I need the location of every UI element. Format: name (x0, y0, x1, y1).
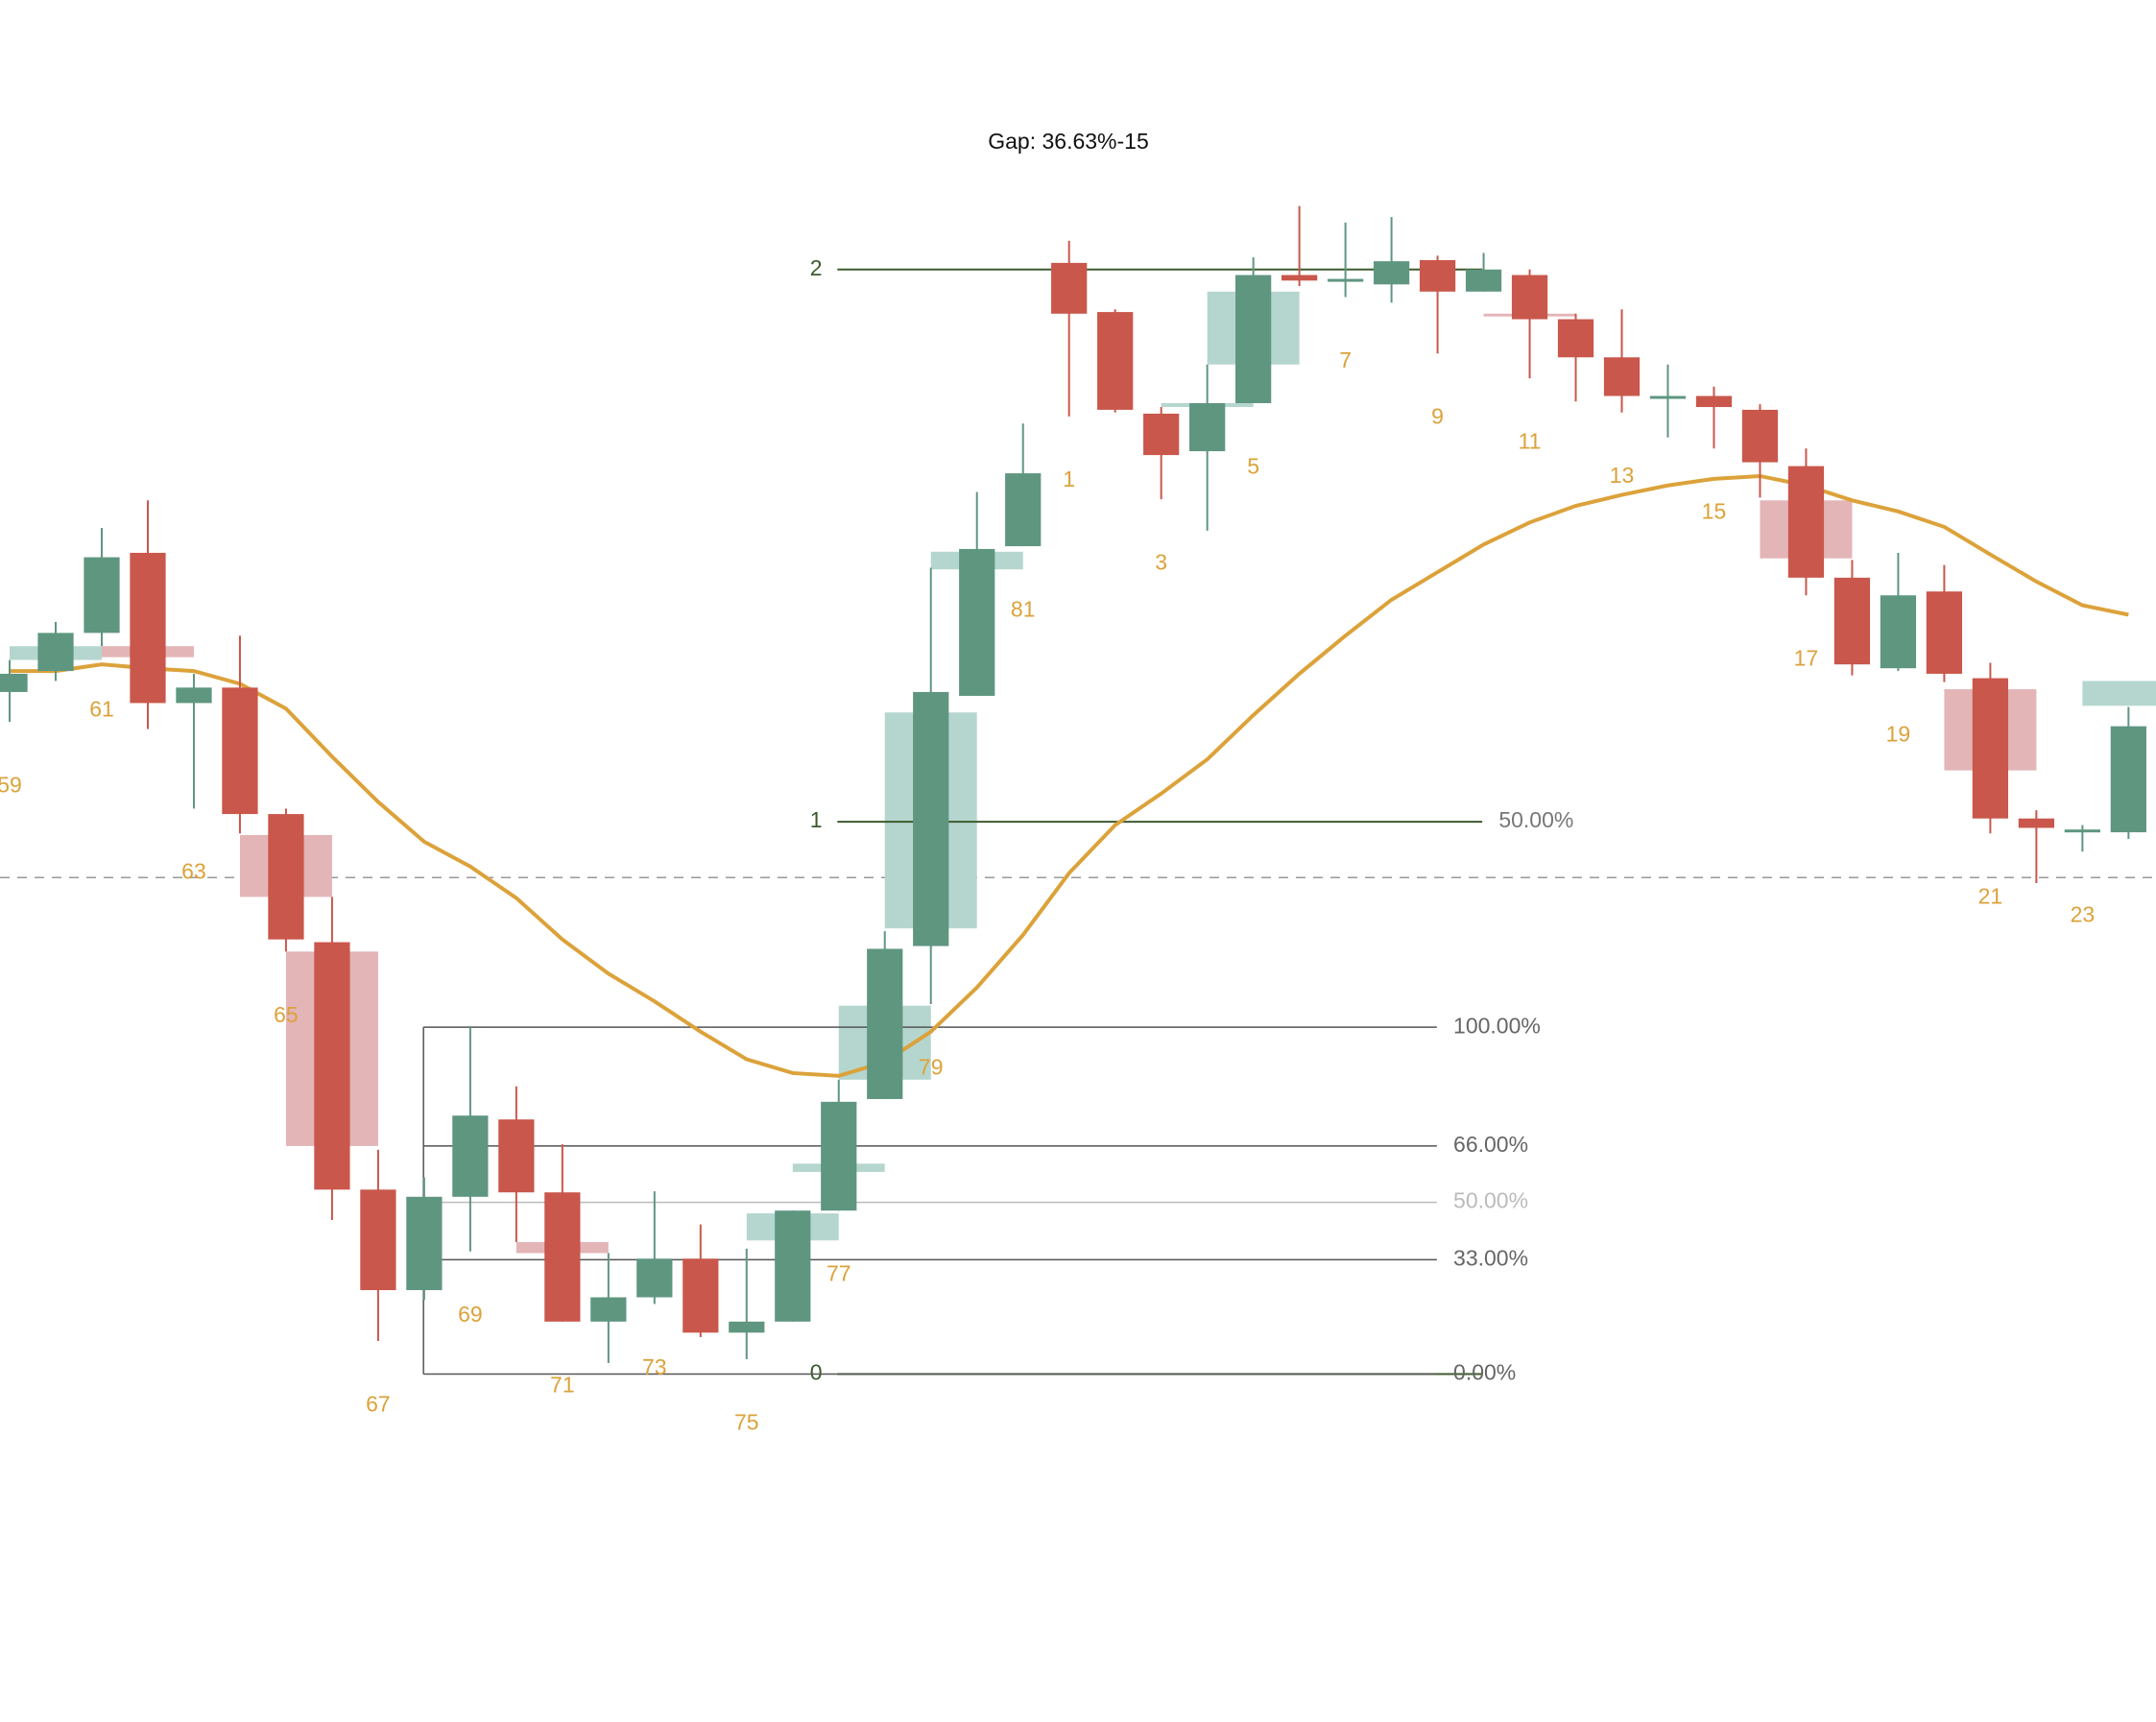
candle-body (1787, 466, 1825, 578)
candle-body (0, 673, 28, 692)
fib-label: 66.00% (1453, 1132, 1528, 1157)
candle-body (268, 814, 304, 940)
candle-body (959, 548, 995, 696)
candle-body (452, 1115, 489, 1197)
candle-body (498, 1119, 535, 1193)
candle-body (1189, 403, 1226, 452)
bar-index-label: 71 (550, 1372, 575, 1397)
candle-body (37, 633, 74, 672)
candle-body (1419, 259, 1456, 292)
fib-label: 33.00% (1453, 1245, 1528, 1270)
candle-body (590, 1297, 627, 1322)
bar-index-label: 79 (919, 1054, 944, 1079)
htf-box (2082, 681, 2156, 706)
bar-index-label: 19 (1886, 721, 1911, 746)
candle-body (683, 1258, 719, 1333)
bar-index-label: 21 (1978, 884, 2003, 909)
bar-index-label: 73 (642, 1354, 667, 1379)
candle-body (1511, 275, 1548, 320)
candle-body (1281, 275, 1318, 281)
level-label: 2 (810, 255, 823, 280)
candle-body (1833, 577, 1871, 665)
chart-title: Gap: 36.63%-15 (988, 129, 1149, 154)
candle-body (1005, 473, 1042, 547)
bar-index-label: 77 (826, 1261, 851, 1286)
candle-body (222, 687, 258, 815)
candle-body (2064, 829, 2100, 833)
bar-index-label: 23 (2071, 902, 2096, 927)
bar-index-label: 63 (181, 859, 206, 884)
bar-index-label: 17 (1794, 646, 1819, 671)
fib-label: 100.00% (1453, 1013, 1541, 1038)
bar-index-label: 81 (1011, 596, 1036, 621)
candle-body (544, 1192, 581, 1322)
candle-body (1373, 261, 1410, 285)
candle-body (1097, 312, 1134, 410)
candle-body (1926, 591, 1963, 674)
candle-body (1741, 409, 1779, 463)
range-label: 50.00% (1498, 807, 1573, 832)
candle-body (867, 948, 903, 1099)
candle-body (1327, 278, 1364, 282)
bar-index-label: 75 (734, 1409, 759, 1434)
candle-body (1649, 395, 1687, 399)
candle-body (1557, 319, 1594, 358)
moving-average (10, 473, 2129, 1078)
candle-body (2018, 818, 2055, 828)
bar-index-label: 13 (1610, 463, 1635, 488)
candle-body (84, 557, 120, 634)
bar-index-label: 3 (1155, 550, 1167, 575)
candle-body (1603, 357, 1641, 396)
level-label: 0 (810, 1360, 823, 1385)
candle-body (1880, 595, 1917, 669)
fib-label: 0.00% (1453, 1360, 1516, 1385)
candle-body (130, 552, 166, 704)
bar-index-label: 1 (1063, 466, 1075, 491)
bar-index-label: 69 (458, 1302, 483, 1327)
bar-index-label: 5 (1247, 453, 1259, 478)
candle-body (729, 1321, 765, 1333)
bar-index-label: 67 (366, 1391, 391, 1416)
bar-index-label: 7 (1339, 347, 1352, 372)
candle-body (913, 691, 949, 946)
bar-index-label: 11 (1519, 429, 1542, 454)
bar-index-label: 61 (89, 697, 114, 722)
candle-body (821, 1101, 857, 1211)
fib-label: 50.00% (1453, 1188, 1528, 1213)
candle-body (314, 942, 350, 1190)
candle-body (1972, 678, 2009, 819)
candle-body (1695, 395, 1733, 408)
candle-body (360, 1189, 396, 1291)
bar-index-label: 59 (0, 772, 22, 797)
candle-body (1465, 269, 1502, 292)
candle-body (1235, 275, 1272, 404)
bar-index-label: 15 (1702, 499, 1727, 524)
candle-body (1051, 262, 1088, 314)
candle-body (636, 1258, 673, 1298)
candle-body (176, 687, 212, 704)
level-label: 1 (810, 807, 823, 832)
candle-body (1143, 413, 1180, 456)
candle-body (2110, 726, 2146, 833)
candle-body (406, 1196, 443, 1291)
bar-index-label: 65 (274, 1002, 299, 1027)
candle-body (775, 1210, 811, 1322)
bar-index-label: 9 (1431, 404, 1444, 429)
